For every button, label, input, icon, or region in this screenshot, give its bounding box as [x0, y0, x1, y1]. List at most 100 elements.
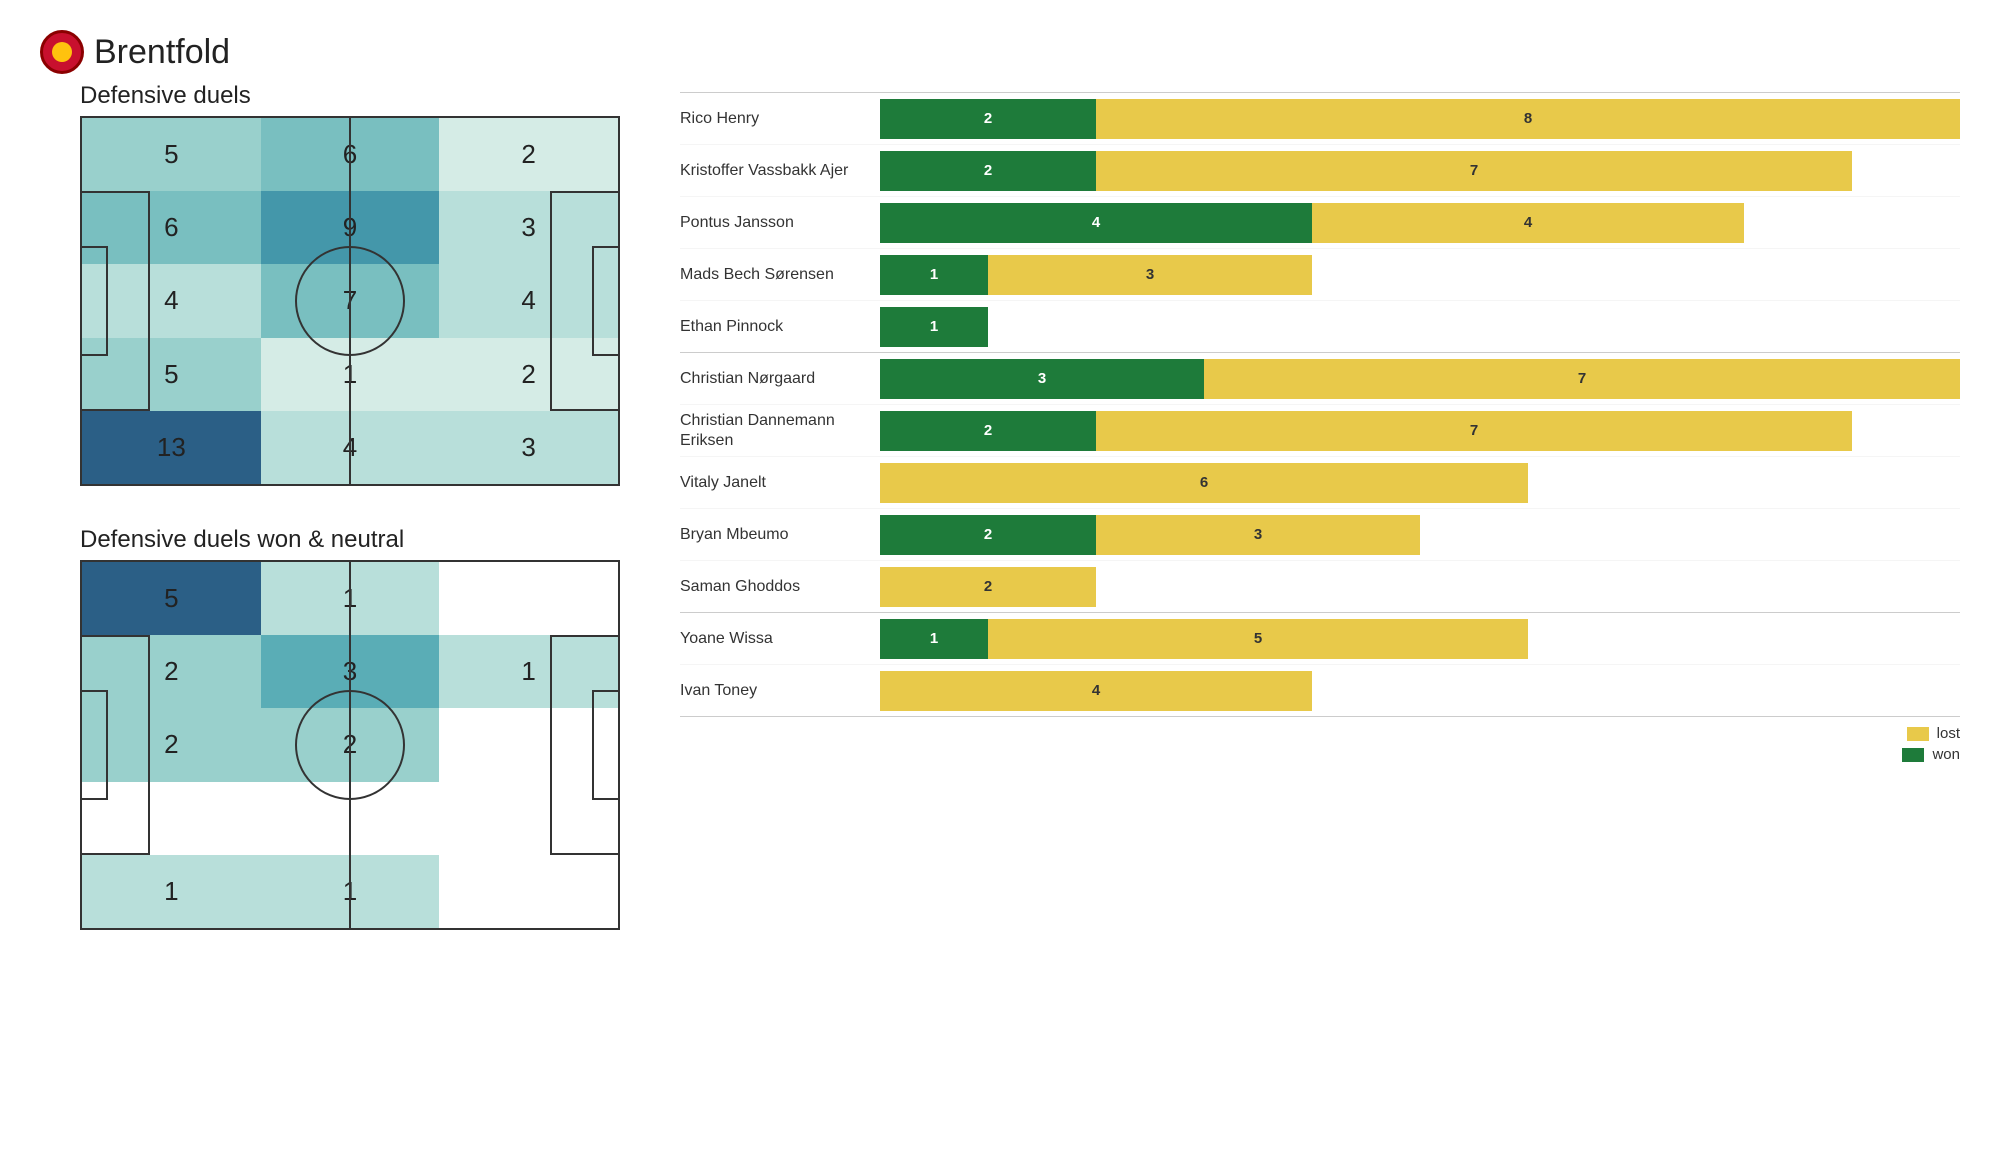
bar-track: 1	[880, 307, 1960, 347]
heatmap-cell: 1	[261, 855, 440, 928]
player-name: Rico Henry	[680, 109, 880, 128]
player-name: Bryan Mbeumo	[680, 525, 880, 544]
bar-chart: Rico Henry28Kristoffer Vassbakk Ajer27Po…	[680, 82, 1960, 970]
bar-segment-lost: 5	[988, 619, 1528, 659]
bar-segment-lost: 4	[1312, 203, 1744, 243]
legend: lost won	[680, 725, 1960, 763]
player-name: Pontus Jansson	[680, 213, 880, 232]
bar-track: 6	[880, 463, 1960, 503]
heatmap-cell: 5	[82, 562, 261, 635]
bar-segment-lost: 3	[988, 255, 1312, 295]
heatmap-duels: 5626934745121343	[80, 116, 620, 486]
heatmap-cell: 3	[439, 411, 618, 484]
heatmap-cell	[439, 855, 618, 928]
bar-track: 28	[880, 99, 1960, 139]
bar-row: Rico Henry28	[680, 92, 1960, 144]
heatmap-cell: 9	[261, 191, 440, 264]
bar-track: 27	[880, 151, 1960, 191]
heatmap-cell	[439, 708, 618, 781]
heatmap-won: 512312211	[80, 560, 620, 930]
bar-segment-won: 2	[880, 99, 1096, 139]
bar-segment-lost: 7	[1204, 359, 1960, 399]
bar-segment-won: 2	[880, 411, 1096, 451]
player-name: Vitaly Janelt	[680, 473, 880, 492]
heatmap-cell: 2	[439, 338, 618, 411]
heatmaps-column: Defensive duels 5626934745121343 Defensi…	[40, 82, 640, 970]
heatmap-cell: 6	[261, 118, 440, 191]
bar-segment-lost: 7	[1096, 411, 1852, 451]
heatmap-cell: 5	[82, 118, 261, 191]
bar-segment-lost: 7	[1096, 151, 1852, 191]
heatmap-cell: 4	[439, 264, 618, 337]
bar-rows-container: Rico Henry28Kristoffer Vassbakk Ajer27Po…	[680, 92, 1960, 717]
heatmap-cell: 1	[261, 338, 440, 411]
header: Brentfold	[40, 30, 1960, 74]
legend-lost-swatch-icon	[1907, 727, 1929, 741]
bar-track: 27	[880, 411, 1960, 451]
heatmap-cell: 4	[261, 411, 440, 484]
heatmap-cell	[82, 782, 261, 855]
bar-row: Christian Nørgaard37	[680, 352, 1960, 404]
bar-segment-lost: 4	[880, 671, 1312, 711]
team-logo-icon	[40, 30, 84, 74]
bar-segment-won: 1	[880, 255, 988, 295]
bar-row: Pontus Jansson44	[680, 196, 1960, 248]
heatmap-cell: 13	[82, 411, 261, 484]
heatmap-cell: 2	[82, 635, 261, 708]
bar-row: Mads Bech Sørensen13	[680, 248, 1960, 300]
legend-won-label: won	[1932, 746, 1960, 763]
bar-segment-lost: 6	[880, 463, 1528, 503]
heatmap-cell: 6	[82, 191, 261, 264]
bar-segment-won: 2	[880, 515, 1096, 555]
bar-segment-won: 2	[880, 151, 1096, 191]
heatmap-cell	[439, 782, 618, 855]
player-name: Saman Ghoddos	[680, 577, 880, 596]
bar-track: 4	[880, 671, 1960, 711]
bar-track: 23	[880, 515, 1960, 555]
player-name: Kristoffer Vassbakk Ajer	[680, 161, 880, 180]
bar-segment-won: 1	[880, 619, 988, 659]
bar-row: Ethan Pinnock1	[680, 300, 1960, 352]
heatmap-cell: 1	[261, 562, 440, 635]
heatmap-cell: 2	[439, 118, 618, 191]
heatmap-cell: 2	[261, 708, 440, 781]
player-name: Christian Dannemann Eriksen	[680, 411, 880, 449]
heatmap-cell: 1	[82, 855, 261, 928]
heatmap-cell	[261, 782, 440, 855]
heatmap-cell: 1	[439, 635, 618, 708]
bar-segment-won: 3	[880, 359, 1204, 399]
bar-track: 37	[880, 359, 1960, 399]
player-name: Ethan Pinnock	[680, 317, 880, 336]
bar-track: 2	[880, 567, 1960, 607]
legend-lost: lost	[1907, 725, 1960, 742]
heatmap-cell: 3	[439, 191, 618, 264]
bar-row: Bryan Mbeumo23	[680, 508, 1960, 560]
player-name: Christian Nørgaard	[680, 369, 880, 388]
bar-track: 13	[880, 255, 1960, 295]
heatmap-won-title: Defensive duels won & neutral	[80, 526, 640, 554]
heatmap-cell: 3	[261, 635, 440, 708]
heatmap-cell: 2	[82, 708, 261, 781]
heatmap-cell: 5	[82, 338, 261, 411]
bar-segment-won: 4	[880, 203, 1312, 243]
legend-won-swatch-icon	[1902, 748, 1924, 762]
bar-row: Ivan Toney4	[680, 664, 1960, 716]
player-name: Yoane Wissa	[680, 629, 880, 648]
main-layout: Defensive duels 5626934745121343 Defensi…	[40, 82, 1960, 970]
bar-segment-lost: 8	[1096, 99, 1960, 139]
bar-segment-lost: 3	[1096, 515, 1420, 555]
bar-segment-won: 1	[880, 307, 988, 347]
heatmap-cell: 7	[261, 264, 440, 337]
bar-row: Saman Ghoddos2	[680, 560, 1960, 612]
bar-track: 44	[880, 203, 1960, 243]
heatmap-duels-title: Defensive duels	[80, 82, 640, 110]
legend-lost-label: lost	[1937, 725, 1960, 742]
bar-row: Vitaly Janelt6	[680, 456, 1960, 508]
legend-won: won	[1902, 746, 1960, 763]
heatmap-cell	[439, 562, 618, 635]
bar-row: Christian Dannemann Eriksen27	[680, 404, 1960, 456]
player-name: Ivan Toney	[680, 681, 880, 700]
bar-segment-lost: 2	[880, 567, 1096, 607]
team-title: Brentfold	[94, 33, 230, 72]
heatmap-cell: 4	[82, 264, 261, 337]
